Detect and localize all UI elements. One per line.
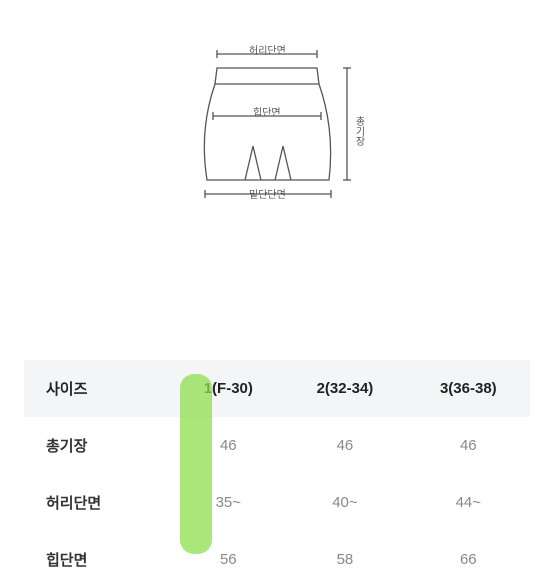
col-1: 1(F-30) bbox=[173, 360, 283, 417]
cell: 46 bbox=[283, 417, 406, 474]
cell: 40~ bbox=[283, 474, 406, 531]
hip-label: 힙단면 bbox=[253, 104, 281, 119]
cell: 46 bbox=[173, 417, 283, 474]
row-label: 힙단면 bbox=[24, 531, 173, 588]
skirt-diagram: 허리단면 힙단면 밑단단면 총기장 bbox=[177, 40, 377, 210]
table-row: 허리단면 35~ 40~ 44~ bbox=[24, 474, 530, 531]
cell: 35~ bbox=[173, 474, 283, 531]
cell: 58 bbox=[283, 531, 406, 588]
cell: 44~ bbox=[407, 474, 530, 531]
length-label: 총기장 bbox=[351, 116, 366, 146]
col-size: 사이즈 bbox=[24, 360, 173, 417]
col-2: 2(32-34) bbox=[283, 360, 406, 417]
row-label: 총기장 bbox=[24, 417, 173, 474]
table-row: 총기장 46 46 46 bbox=[24, 417, 530, 474]
waist-label: 허리단면 bbox=[249, 42, 286, 57]
diagram-container: 허리단면 힙단면 밑단단면 총기장 bbox=[0, 0, 554, 210]
row-label: 허리단면 bbox=[24, 474, 173, 531]
cell: 66 bbox=[407, 531, 530, 588]
table-row: 힙단면 56 58 66 bbox=[24, 531, 530, 588]
skirt-svg bbox=[177, 40, 377, 210]
cell: 46 bbox=[407, 417, 530, 474]
table-header-row: 사이즈 1(F-30) 2(32-34) 3(36-38) bbox=[24, 360, 530, 417]
cell: 56 bbox=[173, 531, 283, 588]
col-3: 3(36-38) bbox=[407, 360, 530, 417]
hem-label: 밑단단면 bbox=[249, 186, 286, 201]
